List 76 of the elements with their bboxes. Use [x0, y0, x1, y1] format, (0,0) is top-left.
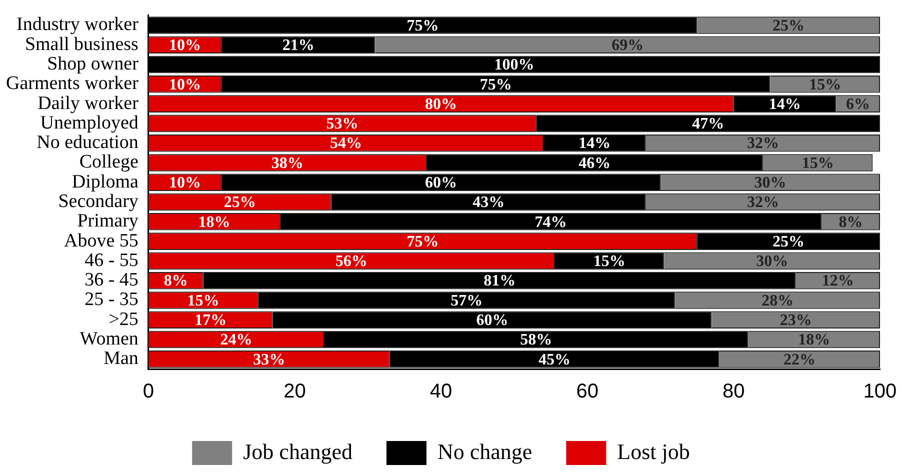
data-label: 45%	[538, 351, 570, 368]
data-label: 18%	[198, 214, 230, 231]
data-label: 8%	[838, 214, 863, 231]
data-label: 74%	[534, 214, 567, 231]
y-tick-label: Daily worker	[38, 92, 140, 114]
data-label: 22%	[784, 351, 816, 368]
y-tick-label: Unemployed	[40, 112, 139, 134]
y-tick-label: 46 - 55	[84, 250, 138, 271]
data-label: 32%	[746, 194, 779, 212]
data-label: 14%	[578, 135, 611, 152]
x-tick-label: 100	[863, 380, 897, 403]
data-label: 75%	[406, 233, 439, 250]
data-label: 15%	[187, 292, 220, 310]
y-tick-label: College	[79, 152, 138, 173]
data-label: 38%	[271, 154, 304, 172]
data-label: 69%	[612, 37, 644, 54]
data-label: 6%	[846, 96, 870, 113]
data-label: 25%	[772, 17, 805, 34]
data-label: 80%	[425, 96, 458, 113]
y-tick-label: Garments worker	[6, 73, 140, 94]
data-label: 30%	[754, 174, 786, 192]
data-label: 25%	[224, 194, 256, 212]
data-label: 54%	[330, 135, 362, 152]
data-label: 14%	[768, 96, 801, 113]
data-label: 56%	[335, 253, 368, 270]
data-label: 21%	[282, 37, 314, 54]
y-tick-label: Industry worker	[16, 14, 140, 36]
data-label: 75%	[480, 76, 512, 94]
data-label: 57%	[450, 292, 483, 310]
y-tick-label: No education	[36, 132, 139, 154]
data-label: 75%	[406, 17, 439, 34]
y-tick-label: Women	[80, 328, 139, 350]
y-tick-label: Above 55	[64, 230, 138, 252]
x-tick-label: 80	[722, 380, 745, 403]
y-tick-label: Shop owner	[47, 53, 140, 74]
data-label: 8%	[164, 272, 188, 290]
data-label: 47%	[692, 116, 724, 133]
data-label: 17%	[194, 312, 227, 330]
y-tick-label: 36 - 45	[84, 270, 138, 291]
data-label: 60%	[476, 312, 508, 330]
data-label: 15%	[809, 76, 842, 94]
data-label: 24%	[220, 332, 252, 349]
data-label: 28%	[762, 292, 794, 310]
data-label: 33%	[253, 351, 286, 368]
data-label: 10%	[169, 76, 202, 94]
x-tick-label: 0	[142, 380, 154, 403]
y-tick-label: 25 - 35	[84, 289, 138, 310]
data-label: 81%	[484, 272, 516, 290]
data-label: 53%	[326, 116, 358, 133]
y-tick-label: Diploma	[72, 171, 139, 192]
data-label: 43%	[472, 194, 505, 212]
data-label: 15%	[802, 154, 834, 172]
data-label: 12%	[822, 272, 854, 290]
y-tick-label: Primary	[77, 210, 139, 232]
legend-label: Job changed	[243, 438, 352, 464]
data-label: 15%	[593, 253, 626, 270]
data-label: 10%	[169, 174, 202, 192]
x-tick-label: 20	[284, 380, 306, 403]
legend-label: Lost job	[617, 438, 690, 464]
data-label: 58%	[520, 332, 552, 349]
y-tick-label: Man	[104, 348, 139, 370]
x-tick-label: 40	[430, 380, 452, 403]
data-label: 18%	[798, 332, 830, 349]
data-label: 30%	[756, 253, 788, 270]
y-tick-label: Small business	[24, 34, 138, 55]
x-tick-label: 60	[576, 380, 598, 403]
data-label: 10%	[169, 37, 202, 54]
data-label: 60%	[425, 174, 458, 192]
y-tick-label: >25	[108, 308, 138, 330]
data-label: 46%	[578, 154, 611, 172]
data-label: 25%	[772, 233, 805, 250]
legend-label: No change	[437, 438, 532, 464]
data-label: 32%	[746, 135, 779, 152]
y-tick-label: Secondary	[58, 191, 139, 212]
data-label: 100%	[494, 56, 534, 74]
data-label: 23%	[780, 312, 812, 330]
